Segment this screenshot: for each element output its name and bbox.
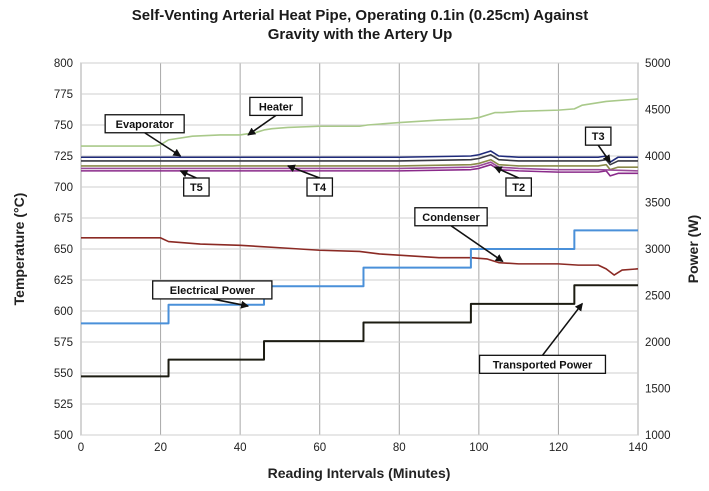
chart-title-line-2: Gravity with the Artery Up	[267, 26, 453, 43]
series-line-t4	[81, 158, 638, 171]
callout-box-evaporator	[104, 114, 185, 134]
y-tick-label: 675	[54, 213, 73, 225]
series-line-transported-power	[81, 284, 638, 378]
chart-title-line-1: Self-Venting Arterial Heat Pipe, Operati…	[131, 7, 589, 24]
callout-arrow-electrical-power	[212, 298, 250, 309]
series-line-t2	[81, 161, 639, 172]
y-tick-label: 550	[54, 368, 73, 380]
callout-label-t5: T5	[190, 182, 203, 194]
y2-tick-label: 4500	[645, 105, 671, 117]
callout-arrow-t5	[179, 170, 197, 179]
x-tick-label: 80	[393, 442, 406, 454]
x-tick-label: 120	[549, 442, 568, 454]
y-tick-label: 800	[54, 58, 73, 70]
callout-box-transported-power	[478, 354, 607, 374]
y2-tick-label: 2500	[645, 291, 671, 303]
x-tick-label: 20	[154, 442, 167, 454]
x-tick-label: 40	[234, 442, 247, 454]
x-tick-label: 140	[628, 442, 647, 454]
y-tick-label: 650	[54, 244, 73, 256]
series-line-heater	[81, 98, 639, 147]
callout-arrow-t4	[286, 164, 320, 179]
annotations: Heater Evaporator T3 T5 T4 T2 Condenser Electri…	[104, 96, 612, 374]
callout-label-electrical-power: Electrical Power	[170, 285, 256, 297]
y2-tick-label: 3500	[645, 198, 671, 210]
x-tick-label: 0	[78, 442, 84, 454]
gridlines	[80, 62, 639, 436]
y2-tick-label: 5000	[645, 58, 671, 70]
y-tick-label: 500	[54, 430, 73, 442]
callout-label-t4: T4	[313, 182, 327, 194]
callout-label-condenser: Condenser	[422, 212, 480, 224]
callout-label-transported-power: Transported Power	[493, 359, 593, 371]
y-tick-label: 725	[54, 151, 73, 163]
callout-label-heater: Heater	[259, 101, 294, 113]
y2-axis-label: Power (W)	[685, 215, 701, 283]
series-line-electrical-power	[81, 229, 638, 325]
callout-arrow-t3	[597, 144, 611, 164]
callout-box-t4	[306, 177, 334, 197]
callout-box-heater	[249, 96, 303, 117]
x-tick-label: 60	[313, 442, 326, 454]
x-axis-label: Reading Intervals (Minutes)	[268, 465, 451, 481]
callout-label-t3: T3	[592, 131, 605, 143]
callout-label-evaporator: Evaporator	[116, 119, 175, 131]
callout-box-t3	[584, 126, 612, 146]
x-tick-label: 100	[469, 442, 488, 454]
callout-arrow-heater	[247, 114, 277, 136]
y2-tick-label: 2000	[645, 337, 671, 349]
callout-box-t2	[505, 177, 532, 197]
y-axis-label: Temperature (°C)	[11, 193, 27, 306]
series-line-condenser	[81, 237, 639, 276]
y-tick-label: 600	[54, 306, 73, 318]
y2-tick-label: 4000	[645, 151, 671, 163]
y2-tick-label: 3000	[645, 244, 671, 256]
y-tick-label: 575	[54, 337, 73, 349]
y-tick-label: 775	[54, 89, 73, 101]
y-tick-label: 750	[54, 120, 73, 132]
y-tick-label: 525	[54, 399, 73, 411]
x-axis-ticks: 0 20 40 60 80 100 120 140	[78, 442, 648, 454]
callout-box-t5	[183, 177, 210, 197]
callout-arrow-transported-power	[541, 302, 583, 356]
callout-arrow-evaporator	[144, 132, 182, 157]
callout-box-electrical-power	[152, 280, 273, 300]
y-tick-label: 700	[54, 182, 73, 194]
callout-arrow-t2	[493, 166, 519, 179]
y2-tick-label: 1500	[645, 384, 671, 396]
y2-axis-ticks: 1000 1500 2000 2500 3000 3500 4000 4500 5000	[645, 58, 671, 442]
callout-label-t2: T2	[512, 182, 525, 194]
chart-title: Self-Venting Arterial Heat Pipe, Operati…	[60, 6, 660, 44]
y2-tick-label: 1000	[645, 430, 671, 442]
y-tick-label: 625	[54, 275, 73, 287]
callout-arrow-condenser	[450, 225, 504, 263]
y-axis-ticks: 500 525 550 575 600 625 650 675 700 725 750 775 800	[54, 58, 73, 442]
callout-box-condenser	[414, 207, 488, 227]
